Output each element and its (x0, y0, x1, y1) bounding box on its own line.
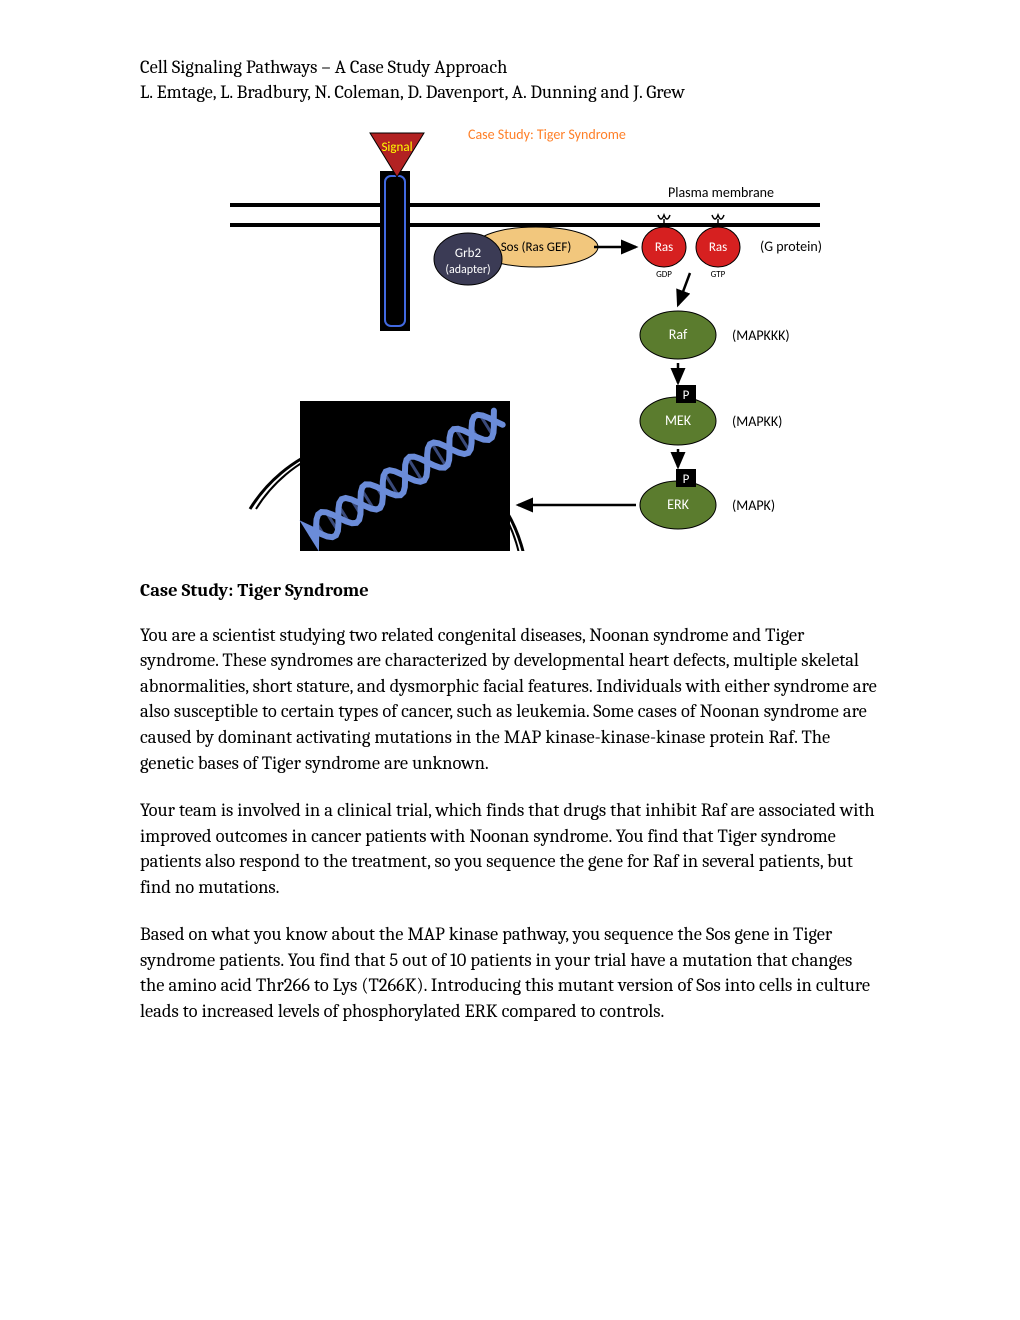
paragraph-2: Your team is involved in a clinical tria… (140, 798, 880, 900)
svg-text:Sos (Ras GEF): Sos (Ras GEF) (501, 240, 572, 255)
svg-text:(G protein): (G protein) (760, 238, 822, 255)
svg-text:P: P (683, 472, 690, 487)
paragraph-1: You are a scientist studying two related… (140, 623, 880, 776)
svg-text:(adapter): (adapter) (445, 263, 490, 277)
svg-text:Grb2: Grb2 (455, 246, 482, 261)
svg-text:GTP: GTP (711, 269, 726, 280)
svg-text:(MAPK): (MAPK) (732, 497, 775, 514)
svg-text:Plasma membrane: Plasma membrane (668, 184, 774, 201)
pathway-diagram: Plasma membrane Case Study: Tiger Syndrom… (140, 121, 880, 551)
paragraph-3: Based on what you know about the MAP kin… (140, 922, 880, 1024)
doc-title: Cell Signaling Pathways – A Case Study A… (140, 55, 880, 80)
page: Cell Signaling Pathways – A Case Study A… (0, 0, 1020, 1106)
svg-text:MEK: MEK (665, 412, 692, 429)
svg-text:P: P (683, 388, 690, 403)
svg-text:ERK: ERK (667, 496, 689, 513)
svg-text:Ras: Ras (655, 240, 673, 255)
svg-text:(MAPKK): (MAPKK) (732, 413, 782, 430)
svg-text:Signal: Signal (381, 140, 412, 155)
svg-text:(MAPKKK): (MAPKKK) (732, 327, 790, 344)
svg-text:Raf: Raf (669, 326, 688, 343)
svg-text:Ras: Ras (709, 240, 727, 255)
pathway-svg: Plasma membrane Case Study: Tiger Syndrom… (190, 121, 830, 551)
svg-text:Case Study: Tiger Syndrome: Case Study: Tiger Syndrome (468, 126, 626, 143)
section-title: Case Study: Tiger Syndrome (140, 579, 880, 601)
doc-authors: L. Emtage, L. Bradbury, N. Coleman, D. D… (140, 80, 880, 105)
svg-text:GDP: GDP (656, 269, 672, 280)
